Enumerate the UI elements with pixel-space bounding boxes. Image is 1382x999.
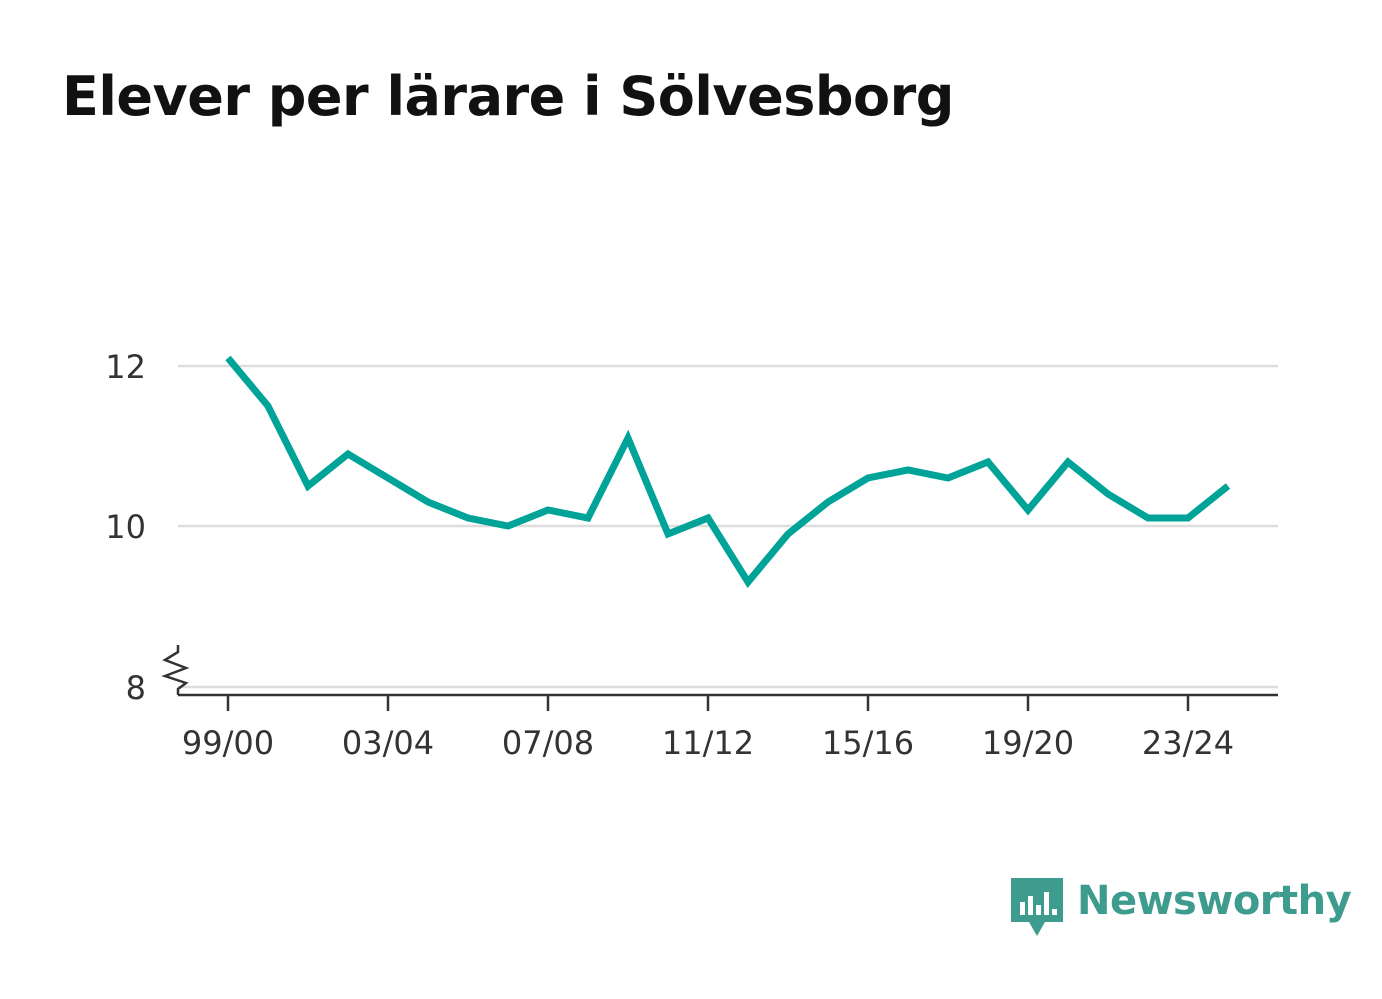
series-layer <box>225 355 1232 588</box>
y-axis-labels: 8 10 12 <box>105 348 146 707</box>
y-axis-break <box>161 645 190 695</box>
newsworthy-logo: Newsworthy <box>1011 878 1352 942</box>
bar-chart-speech-bubble-icon <box>1011 878 1063 936</box>
y-tick-label: 12 <box>105 348 146 386</box>
data-point-19/20 <box>1025 507 1032 514</box>
x-axis <box>178 693 1278 711</box>
data-point-00/01 <box>265 403 272 410</box>
data-point-17/18 <box>945 475 952 482</box>
x-tick-label: 07/08 <box>502 724 594 762</box>
data-point-10/11 <box>665 531 672 538</box>
chart-title: Elever per lärare i Sölvesborg <box>62 65 954 128</box>
data-point-07/08 <box>545 507 552 514</box>
data-point-08/09 <box>585 515 592 522</box>
data-point-13/14 <box>785 531 792 538</box>
data-point-15/16 <box>865 475 872 482</box>
x-tick-label: 99/00 <box>182 724 274 762</box>
data-point-06/07 <box>505 523 512 530</box>
data-point-11/12 <box>705 515 712 522</box>
x-axis-labels: 99/00 03/04 07/08 11/12 15/16 19/20 23/24 <box>182 724 1234 762</box>
data-point-02/03 <box>345 451 352 458</box>
y-tick-label: 8 <box>126 669 146 707</box>
data-point-24/25 <box>1225 483 1232 490</box>
data-point-01/02 <box>305 483 312 490</box>
data-point-20/21 <box>1065 459 1072 466</box>
data-point-14/15 <box>825 499 832 506</box>
data-point-22/23 <box>1145 515 1152 522</box>
axis-break-zigzag <box>161 645 190 695</box>
x-tick-label: 19/20 <box>982 724 1074 762</box>
y-tick-label: 10 <box>105 508 146 546</box>
x-tick-label: 03/04 <box>342 724 434 762</box>
data-point-12/13 <box>745 579 752 586</box>
x-tick-label: 15/16 <box>822 724 914 762</box>
data-point-05/06 <box>465 515 472 522</box>
gridlines <box>178 364 1278 689</box>
data-point-21/22 <box>1105 491 1112 498</box>
x-tick-label: 11/12 <box>662 724 754 762</box>
data-point-99/00 <box>225 355 232 362</box>
brand-name: Newsworthy <box>1077 878 1352 924</box>
series-line <box>225 355 1231 588</box>
data-point-16/17 <box>905 467 912 474</box>
data-point-03/04 <box>385 475 392 482</box>
data-point-09/10 <box>625 435 632 442</box>
data-point-23/24 <box>1185 515 1192 522</box>
data-point-18/19 <box>985 459 992 466</box>
x-tick-label: 23/24 <box>1142 724 1234 762</box>
data-point-04/05 <box>425 499 432 506</box>
